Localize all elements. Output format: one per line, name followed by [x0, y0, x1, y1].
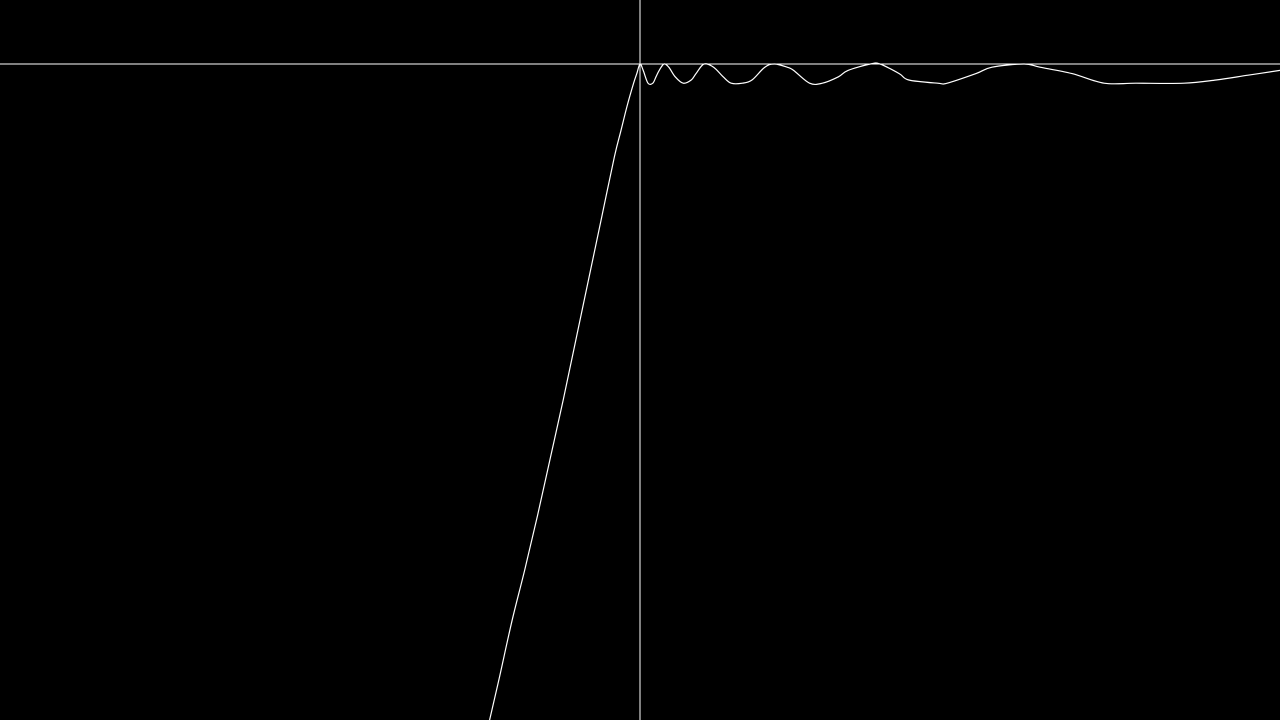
- series-line: [489, 62, 1280, 720]
